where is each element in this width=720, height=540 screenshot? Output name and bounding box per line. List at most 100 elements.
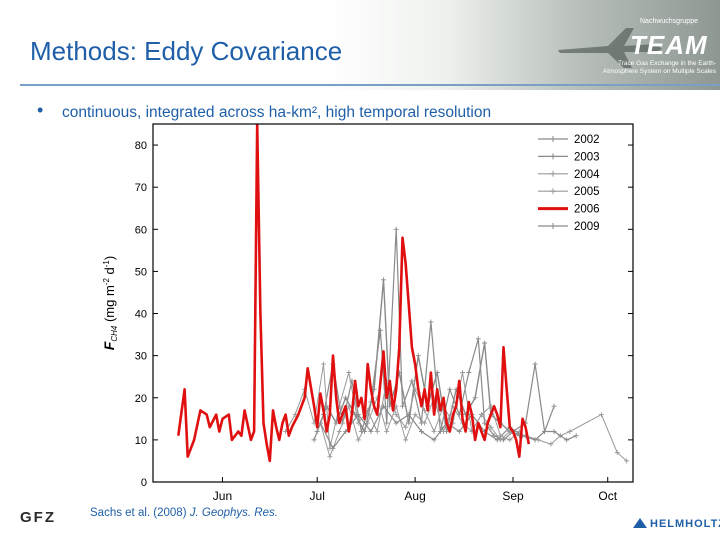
- gfz-logo: GFZ: [20, 509, 56, 526]
- data-point-2004: [393, 412, 399, 418]
- data-point-2009: [343, 428, 349, 434]
- data-point-2003: [532, 361, 538, 367]
- data-point-2002: [343, 395, 349, 401]
- y-tick-label: 0: [141, 477, 147, 489]
- data-point-2004: [431, 428, 437, 434]
- data-point-2005: [336, 428, 342, 434]
- x-tick-label-aug: Aug: [404, 489, 425, 503]
- bullet-text: continuous, integrated across ha-km², hi…: [62, 104, 492, 121]
- team-group-label: Nachwuchsgruppe: [640, 18, 698, 25]
- data-point-2005: [548, 441, 554, 447]
- data-point-2009: [573, 433, 579, 439]
- team-logo: TEAM: [630, 30, 708, 60]
- data-point-2003: [482, 420, 488, 426]
- data-point-2004: [403, 424, 409, 430]
- data-point-2005: [441, 428, 447, 434]
- data-point-2009: [564, 437, 570, 443]
- data-point-2005: [327, 454, 333, 460]
- legend-marker-2002: [550, 136, 556, 142]
- citation-journal: J. Geophys. Res.: [189, 507, 278, 519]
- data-point-2004: [459, 369, 465, 375]
- data-point-2004: [507, 437, 513, 443]
- data-point-2005: [488, 424, 494, 430]
- slide-title: Methods: Eddy Covariance: [30, 36, 343, 66]
- legend-label-2009: 2009: [574, 221, 600, 233]
- data-point-2004: [488, 403, 494, 409]
- series-line-2006: [177, 124, 531, 463]
- data-point-2003: [447, 386, 453, 392]
- y-tick-label: 10: [135, 435, 147, 447]
- data-point-2009: [368, 428, 374, 434]
- data-point-2003: [384, 420, 390, 426]
- data-point-2004: [374, 428, 380, 434]
- data-point-2004: [292, 412, 298, 418]
- data-point-2009: [406, 412, 412, 418]
- y-tick-label: 80: [135, 140, 147, 152]
- data-point-2005: [567, 428, 573, 434]
- team-subtitle-line-1: Trace Gas Exchange in the Earth-: [617, 60, 716, 67]
- x-tick-label-jun: Jun: [213, 489, 232, 503]
- data-point-2005: [450, 403, 456, 409]
- series-line-2009: [319, 405, 577, 449]
- helmholtz-logo: HELMHOLTZ: [650, 518, 720, 530]
- y-tick-label: 40: [135, 309, 147, 321]
- legend-marker-2004: [550, 170, 556, 177]
- data-point-2009: [551, 428, 557, 434]
- bullet-icon: •: [37, 100, 44, 120]
- legend-label-2002: 2002: [574, 134, 600, 146]
- data-point-2004: [321, 361, 327, 367]
- data-point-2003: [428, 319, 434, 325]
- data-point-2009: [330, 445, 336, 451]
- data-point-2003: [311, 437, 317, 443]
- y-tick-label: 50: [135, 266, 147, 278]
- data-point-2005: [624, 458, 630, 464]
- team-subtitle-line-2: Atmosphere System on Multiple Scales: [602, 68, 716, 75]
- data-point-2003: [377, 327, 383, 333]
- data-point-2002: [482, 340, 488, 346]
- data-point-2009: [456, 428, 462, 434]
- legend-label-2005: 2005: [574, 186, 600, 198]
- data-point-2002: [472, 395, 478, 401]
- data-point-2005: [614, 450, 620, 456]
- data-point-2005: [365, 420, 371, 426]
- data-point-2005: [384, 428, 390, 434]
- y-tick-label: 30: [135, 351, 147, 363]
- data-point-2003: [393, 226, 399, 232]
- data-point-2009: [418, 428, 424, 434]
- data-point-2002: [415, 353, 421, 359]
- x-tick-label-jul: Jul: [310, 489, 325, 503]
- data-point-2004: [346, 369, 352, 375]
- data-point-2009: [355, 412, 361, 418]
- data-point-2003: [466, 369, 472, 375]
- legend-marker-2003: [550, 153, 556, 160]
- y-tick-label: 20: [135, 393, 147, 405]
- data-point-2004: [412, 386, 418, 392]
- y-tick-label: 60: [135, 224, 147, 236]
- citation: Sachs et al. (2008) J. Geophys. Res.: [90, 507, 278, 519]
- methane-flux-chart: 0 10 20 30 40 50 60 70 80 Jun Jul Aug Sep Oct FCH4 (mg…: [101, 123, 634, 503]
- data-point-2009: [381, 403, 387, 409]
- plot-frame: [152, 123, 634, 483]
- citation-authors: Sachs et al. (2008): [90, 507, 190, 519]
- legend-marker-2005: [550, 188, 556, 195]
- legend-label-2004: 2004: [574, 169, 600, 181]
- data-point-2005: [422, 420, 428, 426]
- legend-label-2003: 2003: [574, 151, 600, 163]
- data-point-2009: [431, 437, 437, 443]
- y-tick-label: 70: [135, 182, 147, 194]
- legend-label-2006: 2006: [574, 204, 600, 216]
- x-tick-label-oct: Oct: [598, 489, 617, 503]
- data-point-2003: [551, 403, 557, 409]
- data-point-2005: [478, 412, 484, 418]
- data-point-2005: [403, 437, 409, 443]
- helmholtz-icon: [633, 518, 647, 528]
- x-tick-label-sep: Sep: [502, 489, 524, 503]
- data-point-2009: [393, 420, 399, 426]
- legend-marker-2009: [550, 223, 556, 229]
- data-point-2002: [381, 277, 387, 283]
- data-point-2005: [355, 437, 361, 443]
- data-point-2003: [399, 403, 405, 409]
- y-axis-label: FCH4 (mg m-2 d-1): [101, 256, 119, 350]
- data-point-2003: [475, 336, 481, 342]
- data-point-2005: [346, 403, 352, 409]
